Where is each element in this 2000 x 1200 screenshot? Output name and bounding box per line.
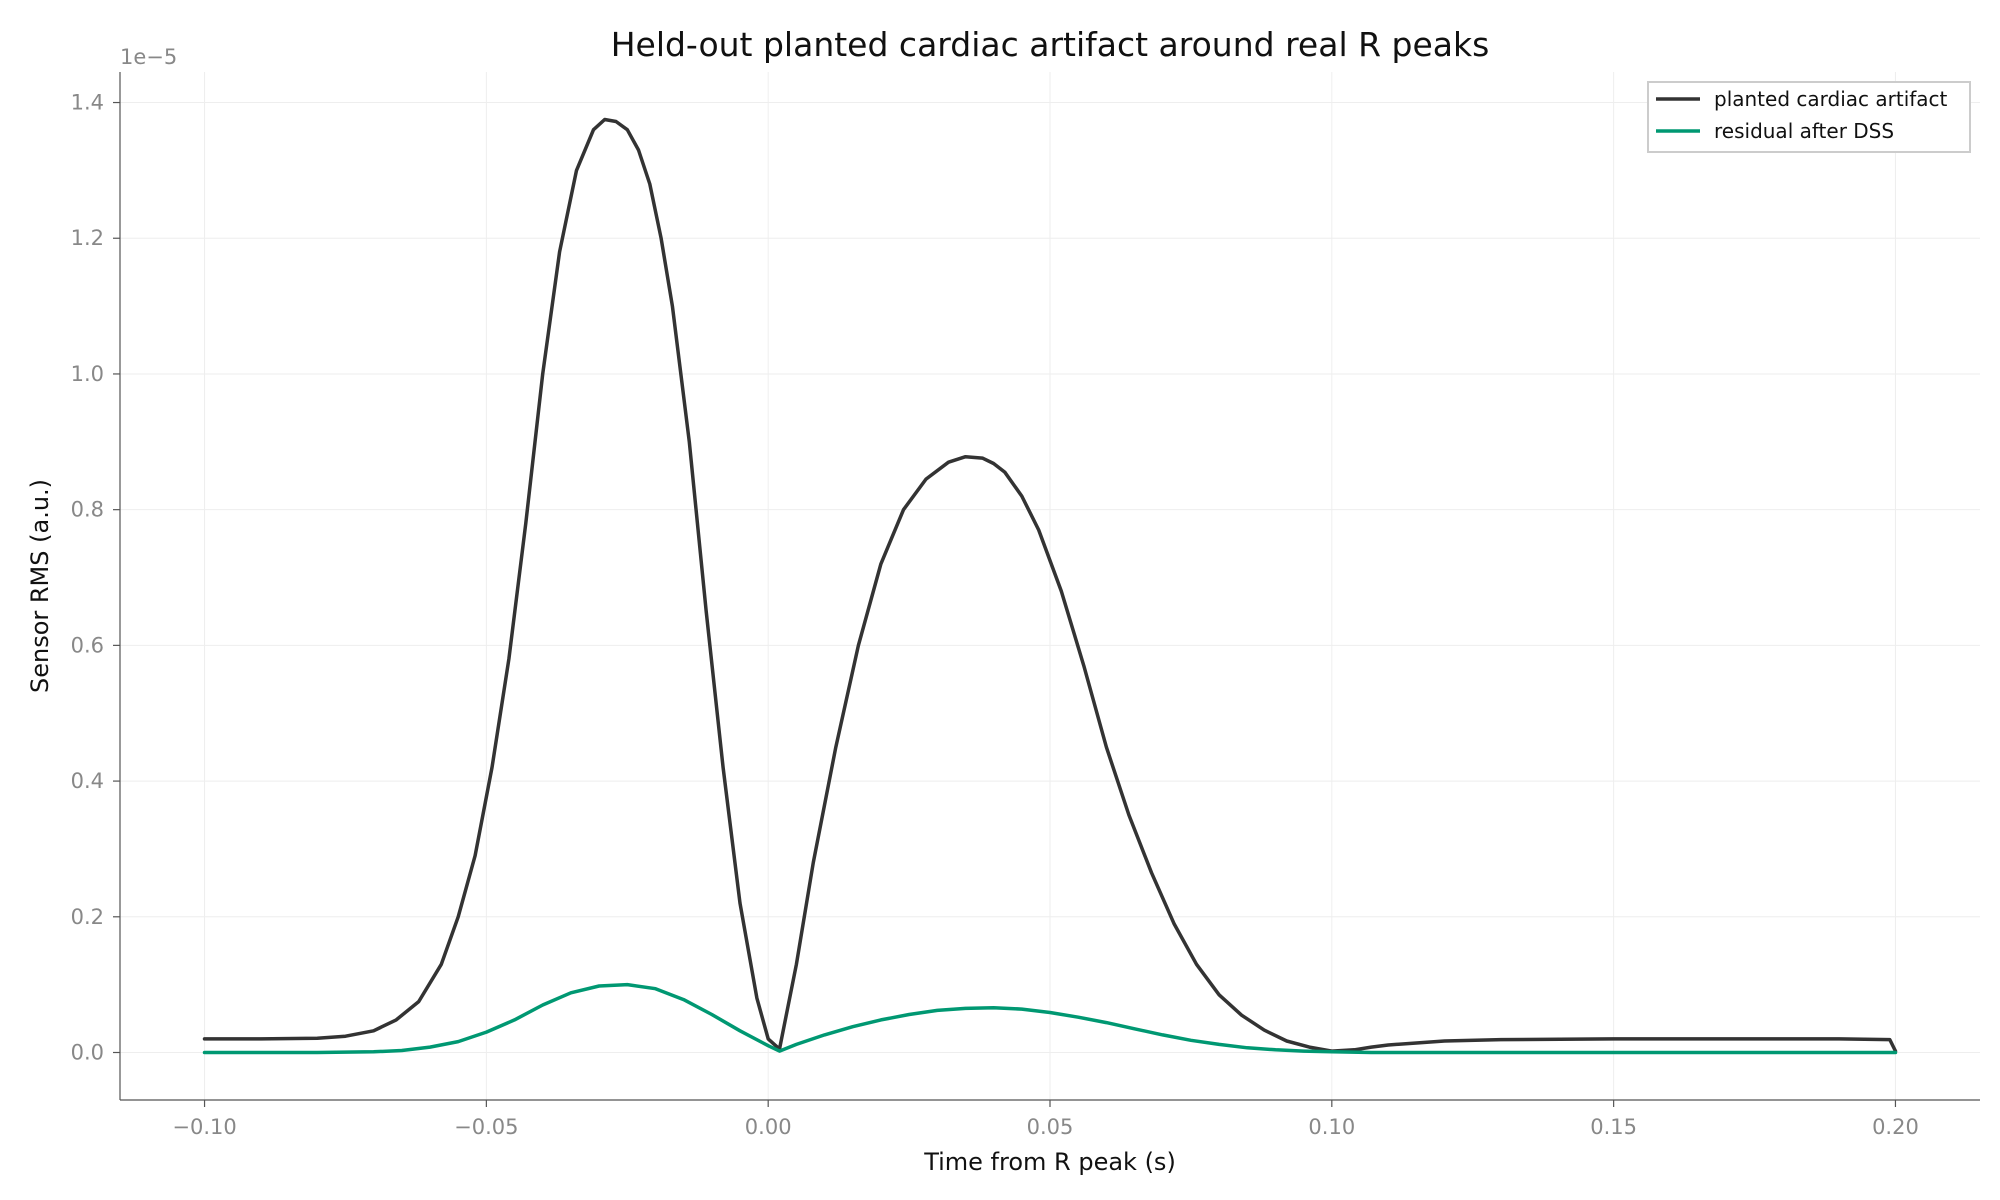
x-axis-label: Time from R peak (s) — [923, 1148, 1176, 1176]
y-axis-label: Sensor RMS (a.u.) — [26, 479, 54, 693]
legend-label-planted: planted cardiac artifact — [1714, 87, 1948, 111]
y-tick-label: 0.2 — [71, 905, 104, 929]
x-tick-label: 0.15 — [1590, 1115, 1637, 1139]
legend-label-residual: residual after DSS — [1714, 119, 1894, 143]
series-line-planted-cardiac-artifact — [202, 117, 1898, 1053]
y-tick-label: 1.4 — [71, 91, 104, 115]
legend: planted cardiac artifact residual after … — [1647, 81, 1971, 153]
x-tick-label: 0.10 — [1308, 1115, 1355, 1139]
series-line-residual-after-dss — [202, 982, 1898, 1055]
series-layer — [202, 117, 1898, 1055]
x-tick-label: 0.05 — [1027, 1115, 1074, 1139]
x-tick-label: 0.00 — [745, 1115, 792, 1139]
y-tick-label: 1.2 — [71, 226, 104, 250]
chart-title: Held-out planted cardiac artifact around… — [611, 25, 1490, 64]
y-tick-label: 0.4 — [71, 769, 104, 793]
x-tick-label: 0.20 — [1872, 1115, 1919, 1139]
y-tick-label: 0.6 — [71, 633, 104, 657]
legend-box — [1647, 81, 1971, 153]
y-offset-text: 1e−5 — [120, 45, 177, 69]
tick-layer: −0.10 −0.05 0.00 0.05 0.10 0.15 0.20 0.0 0.2 0.4 0… — [71, 91, 1919, 1139]
x-tick-label: −0.10 — [172, 1115, 236, 1139]
grid-layer — [120, 72, 1980, 1100]
y-tick-label: 0.0 — [71, 1041, 104, 1065]
y-tick-label: 1.0 — [71, 362, 104, 386]
x-tick-label: −0.05 — [454, 1115, 518, 1139]
y-tick-label: 0.8 — [71, 498, 104, 522]
